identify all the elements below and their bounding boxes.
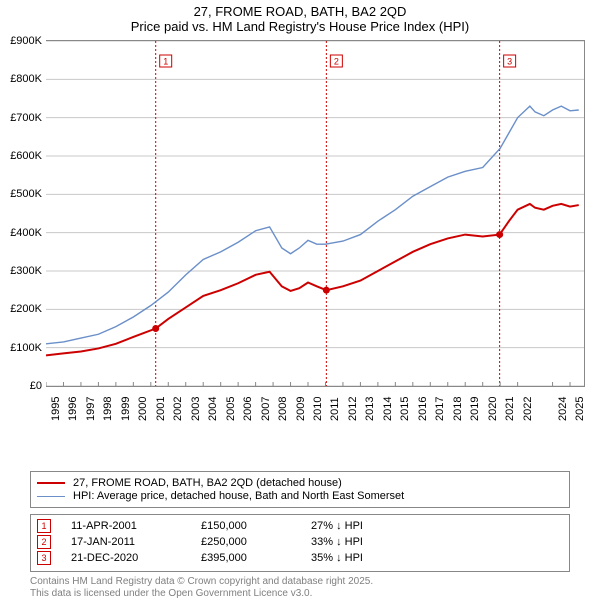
x-tick-label: 1998	[102, 397, 114, 421]
y-tick-label: £0	[30, 380, 42, 392]
sale-marker-box: 1	[37, 519, 51, 533]
legend-row: HPI: Average price, detached house, Bath…	[37, 490, 563, 502]
x-tick-label: 1997	[85, 397, 97, 421]
y-tick-label: £800K	[10, 73, 42, 85]
sale-diff: 27% ↓ HPI	[311, 520, 363, 532]
sale-marker-box: 2	[37, 535, 51, 549]
sale-price: £395,000	[201, 552, 311, 564]
x-tick-label: 2003	[190, 397, 202, 421]
x-tick-label: 2009	[295, 397, 307, 421]
x-tick-label: 2017	[434, 397, 446, 421]
x-tick-label: 2010	[312, 397, 324, 421]
sales-table: 1 11-APR-2001£150,00027% ↓ HPI 2 17-JAN-201…	[30, 514, 570, 572]
y-tick-label: £600K	[10, 150, 42, 162]
x-tick-label: 2020	[487, 397, 499, 421]
title-block: 27, FROME ROAD, BATH, BA2 2QD Price paid…	[0, 0, 600, 34]
y-tick-label: £100K	[10, 342, 42, 354]
legend-row: 27, FROME ROAD, BATH, BA2 2QD (detached …	[37, 477, 563, 489]
x-tick-label: 2001	[155, 397, 167, 421]
chart-svg: 1 2 3	[46, 41, 584, 386]
x-axis-label-area: 1995 1996 1997 1998 1999 2000 2001 2002 2003 2004…	[46, 387, 584, 427]
x-tick-label: 2014	[382, 397, 394, 421]
legend-label: HPI: Average price, detached house, Bath…	[73, 490, 404, 502]
x-tick-label: 2002	[172, 397, 184, 421]
x-tick-label: 1999	[120, 397, 132, 421]
x-tick-label: 2008	[277, 397, 289, 421]
x-tick-label: 2024	[557, 397, 569, 421]
x-tick-label: 2004	[207, 397, 219, 421]
x-tick-label: 2016	[417, 397, 429, 421]
x-tick-label: 1995	[50, 397, 62, 421]
chart-container: 27, FROME ROAD, BATH, BA2 2QD Price paid…	[0, 0, 600, 590]
sale-date: 17-JAN-2011	[71, 536, 201, 548]
sale-price: £250,000	[201, 536, 311, 548]
sale-date: 21-DEC-2020	[71, 552, 201, 564]
chart-marker-1: 1	[163, 57, 168, 67]
y-tick-label: £500K	[10, 188, 42, 200]
y-tick-label: £300K	[10, 265, 42, 277]
sale-date: 11-APR-2001	[71, 520, 201, 532]
x-tick-label: 2022	[522, 397, 534, 421]
x-tick-label: 2018	[452, 397, 464, 421]
footer-attribution: Contains HM Land Registry data © Crown c…	[30, 576, 600, 600]
x-tick-label: 2000	[137, 397, 149, 421]
chart-marker-2: 2	[334, 57, 339, 67]
title-address: 27, FROME ROAD, BATH, BA2 2QD	[0, 4, 600, 19]
legend-swatch	[37, 496, 65, 497]
x-tick-label: 1996	[67, 397, 79, 421]
sale-diff: 33% ↓ HPI	[311, 536, 363, 548]
title-subtitle: Price paid vs. HM Land Registry's House …	[0, 19, 600, 34]
chart-plot-area: 123 £0£100K£200K£300K£400K£500K£600K£700…	[46, 40, 585, 387]
chart-marker-3: 3	[507, 57, 512, 67]
x-tick-label: 2025	[574, 397, 586, 421]
sale-diff: 35% ↓ HPI	[311, 552, 363, 564]
y-tick-label: £400K	[10, 227, 42, 239]
x-tick-label: 2021	[504, 397, 516, 421]
x-tick-label: 2011	[329, 397, 341, 421]
sale-row: 2 17-JAN-2011£250,00033% ↓ HPI	[37, 535, 563, 549]
x-tick-label: 2006	[242, 397, 254, 421]
sale-marker-box: 3	[37, 551, 51, 565]
footer-line1: Contains HM Land Registry data © Crown c…	[30, 576, 600, 588]
sale-row: 3 21-DEC-2020£395,00035% ↓ HPI	[37, 551, 563, 565]
y-tick-label: £700K	[10, 112, 42, 124]
x-tick-label: 2019	[469, 397, 481, 421]
x-tick-label: 2007	[260, 397, 272, 421]
sale-row: 1 11-APR-2001£150,00027% ↓ HPI	[37, 519, 563, 533]
legend-swatch	[37, 482, 65, 484]
x-tick-label: 2013	[364, 397, 376, 421]
x-tick-label: 2012	[347, 397, 359, 421]
legend-box: 27, FROME ROAD, BATH, BA2 2QD (detached …	[30, 471, 570, 508]
sale-price: £150,000	[201, 520, 311, 532]
y-tick-label: £900K	[10, 35, 42, 47]
y-tick-label: £200K	[10, 303, 42, 315]
legend-label: 27, FROME ROAD, BATH, BA2 2QD (detached …	[73, 477, 342, 489]
x-tick-label: 2015	[399, 397, 411, 421]
x-tick-label: 2005	[225, 397, 237, 421]
